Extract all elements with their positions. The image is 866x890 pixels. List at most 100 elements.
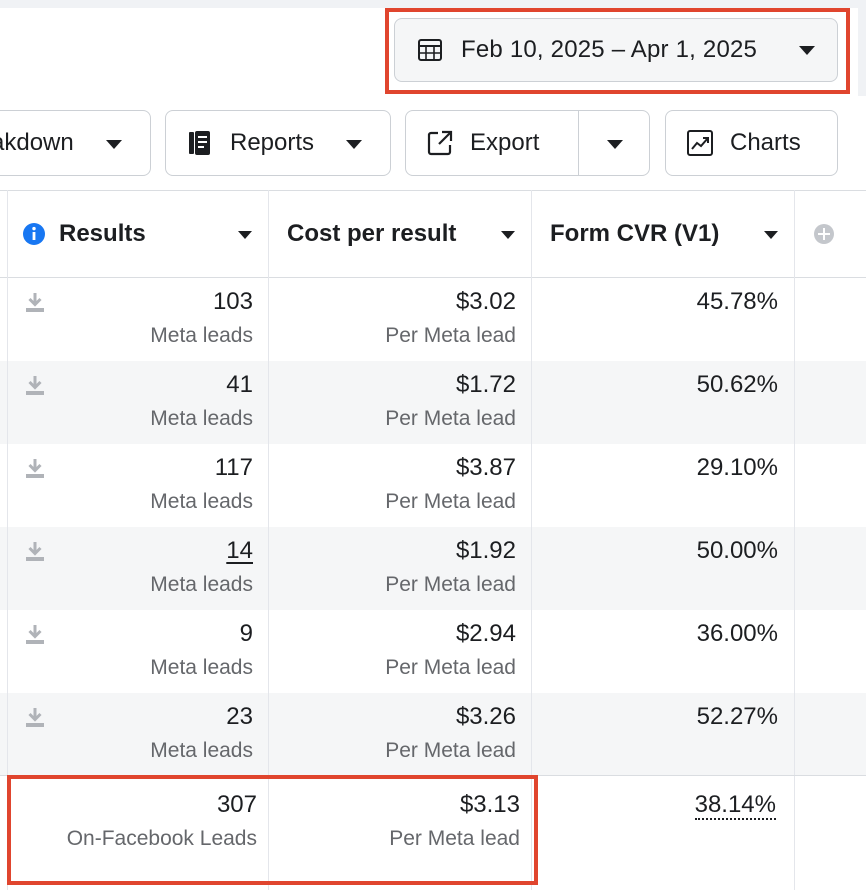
reports-icon — [189, 131, 210, 155]
totals-results-value: 307 — [216, 791, 257, 818]
column-header-form-cvr[interactable]: Form CVR (V1) — [531, 191, 794, 277]
calendar-icon — [418, 39, 442, 61]
info-icon[interactable] — [23, 223, 45, 245]
cvr-value: 50.62% — [696, 371, 778, 398]
cvr-value: 45.78% — [696, 288, 778, 315]
totals-cost-value: $3.13 — [459, 791, 520, 818]
cost-value: $1.92 — [455, 537, 516, 564]
results-cell: 14 Meta leads — [8, 536, 253, 600]
results-value[interactable]: 103 — [212, 288, 253, 315]
sort-chevron-icon[interactable] — [238, 231, 252, 239]
cost-header-label: Cost per result — [287, 220, 457, 247]
download-icon[interactable] — [25, 375, 45, 397]
cost-cell: $1.72 Per Meta lead — [268, 370, 516, 434]
results-subtext: Meta leads — [150, 490, 253, 513]
header-bottom-border — [0, 277, 866, 278]
totals-cost-subtext: Per Meta lead — [389, 827, 520, 850]
cost-value: $2.94 — [455, 620, 516, 647]
cvr-cell: 29.10% — [531, 453, 778, 483]
date-range-picker[interactable]: Feb 10, 2025 – Apr 1, 2025 — [394, 18, 838, 82]
export-divider — [578, 111, 579, 175]
download-icon[interactable] — [25, 458, 45, 480]
charts-label: Charts — [730, 129, 801, 156]
export-button[interactable]: Export — [405, 110, 650, 176]
results-cell: 9 Meta leads — [8, 619, 253, 683]
chevron-down-icon — [346, 140, 362, 149]
totals-results-subtext: On-Facebook Leads — [66, 827, 257, 850]
table-top-border — [0, 190, 866, 191]
cost-subtext: Per Meta lead — [385, 490, 516, 513]
column-header-cost-per-result[interactable]: Cost per result — [268, 191, 531, 277]
cvr-value: 36.00% — [696, 620, 778, 647]
export-label: Export — [470, 129, 540, 156]
table-row: 9 Meta leads $2.94 Per Meta lead 36.00% — [0, 610, 866, 693]
charts-button[interactable]: Charts — [665, 110, 838, 176]
results-header-label: Results — [59, 220, 146, 247]
cost-subtext: Per Meta lead — [385, 573, 516, 596]
results-value[interactable]: 14 — [226, 537, 253, 564]
results-value[interactable]: 117 — [214, 454, 253, 481]
cost-value: $1.72 — [455, 371, 516, 398]
reports-button[interactable]: Reports — [165, 110, 391, 176]
cost-subtext: Per Meta lead — [385, 324, 516, 347]
cost-subtext: Per Meta lead — [385, 739, 516, 762]
table-row: 117 Meta leads $3.87 Per Meta lead 29.10% — [0, 444, 866, 527]
totals-row: 307 On-Facebook Leads $3.13 Per Meta lea… — [0, 775, 866, 885]
export-icon — [427, 130, 453, 156]
cost-cell: $3.26 Per Meta lead — [268, 702, 516, 766]
cvr-cell: 50.00% — [531, 536, 778, 566]
cost-value: $3.02 — [455, 288, 516, 315]
add-column-icon[interactable] — [813, 223, 835, 245]
download-icon[interactable] — [25, 541, 45, 563]
breakdown-label: akdown — [0, 129, 74, 156]
sort-chevron-icon[interactable] — [764, 231, 778, 239]
date-range-label: Feb 10, 2025 – Apr 1, 2025 — [461, 36, 758, 63]
results-subtext: Meta leads — [150, 656, 253, 679]
cost-value: $3.26 — [455, 703, 516, 730]
cvr-header-label: Form CVR (V1) — [550, 220, 720, 247]
chart-icon — [687, 130, 713, 156]
results-subtext: Meta leads — [150, 573, 253, 596]
totals-cost-cell: $3.13 Per Meta lead — [268, 790, 520, 854]
cost-subtext: Per Meta lead — [385, 656, 516, 679]
cvr-value: 29.10% — [696, 454, 778, 481]
cvr-cell: 50.62% — [531, 370, 778, 400]
column-header-results[interactable]: Results — [8, 191, 268, 277]
results-value[interactable]: 9 — [239, 620, 253, 647]
totals-results-cell: 307 On-Facebook Leads — [8, 790, 257, 854]
reports-label: Reports — [230, 129, 315, 156]
cost-value: $3.87 — [455, 454, 516, 481]
cost-cell: $3.02 Per Meta lead — [268, 287, 516, 351]
table-row: 103 Meta leads $3.02 Per Meta lead 45.78% — [0, 278, 866, 361]
results-subtext: Meta leads — [150, 407, 253, 430]
column-divider — [268, 190, 269, 890]
cvr-cell: 36.00% — [531, 619, 778, 649]
chevron-down-icon — [106, 140, 122, 149]
export-dropdown-icon[interactable] — [607, 140, 623, 149]
totals-cvr-cell: 38.14% — [531, 790, 776, 820]
totals-cvr-value[interactable]: 38.14% — [694, 791, 776, 820]
download-icon[interactable] — [25, 707, 45, 729]
results-value[interactable]: 23 — [226, 703, 253, 730]
results-subtext: Meta leads — [150, 324, 253, 347]
results-cell: 41 Meta leads — [8, 370, 253, 434]
cost-subtext: Per Meta lead — [385, 407, 516, 430]
column-divider — [7, 190, 8, 890]
sort-chevron-icon[interactable] — [501, 231, 515, 239]
chevron-down-icon — [799, 45, 815, 55]
download-icon[interactable] — [25, 624, 45, 646]
table-row: 41 Meta leads $1.72 Per Meta lead 50.62% — [0, 361, 866, 444]
results-cell: 117 Meta leads — [8, 453, 253, 517]
column-divider — [794, 190, 795, 890]
table-row: 23 Meta leads $3.26 Per Meta lead 52.27% — [0, 693, 866, 776]
download-icon[interactable] — [25, 292, 45, 314]
results-value[interactable]: 41 — [226, 371, 253, 398]
cvr-value: 50.00% — [696, 537, 778, 564]
breakdown-button[interactable]: akdown — [0, 110, 151, 176]
cost-cell: $1.92 Per Meta lead — [268, 536, 516, 600]
cost-cell: $2.94 Per Meta lead — [268, 619, 516, 683]
results-cell: 103 Meta leads — [8, 287, 253, 351]
results-subtext: Meta leads — [150, 739, 253, 762]
results-cell: 23 Meta leads — [8, 702, 253, 766]
table-row: 14 Meta leads $1.92 Per Meta lead 50.00% — [0, 527, 866, 610]
